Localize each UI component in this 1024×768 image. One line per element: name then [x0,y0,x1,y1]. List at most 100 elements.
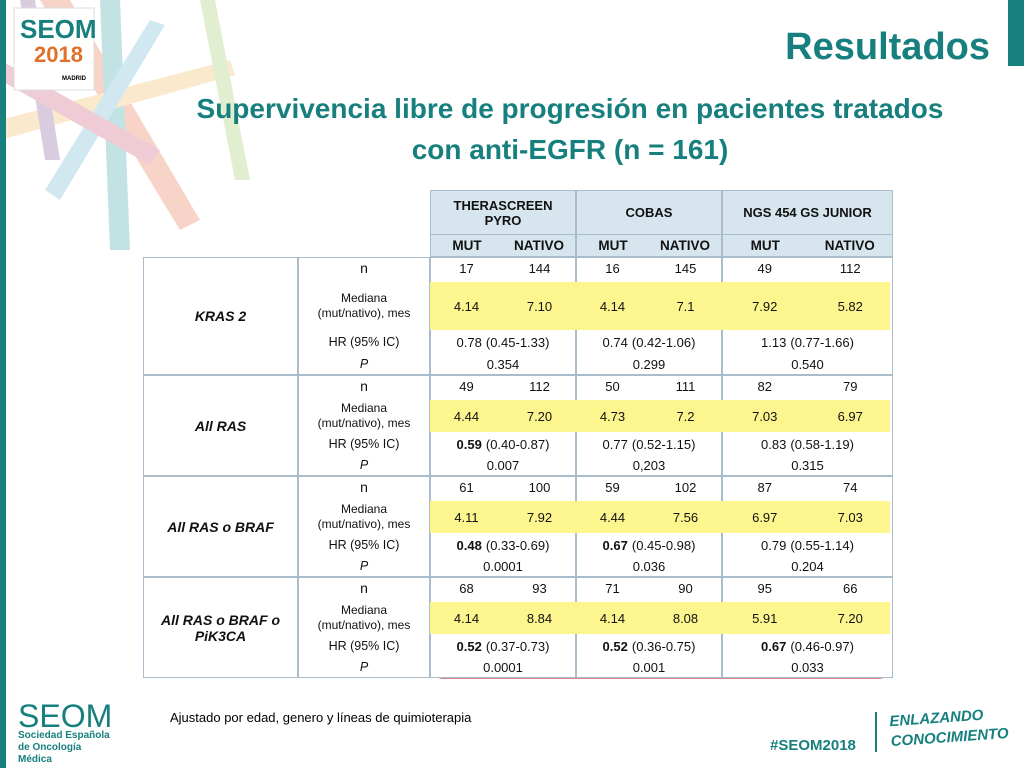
median-value: 4.14 [599,610,626,626]
row-label: n [360,479,368,495]
p-value: 0.315 [791,458,824,473]
cell-text: 0.83 [761,437,787,452]
n-value: 50 [605,379,620,394]
row-label: HR (95% IC) [328,437,400,451]
row-label: n [360,378,368,394]
cell-text: 0.79 [761,538,787,553]
median-value: 7.92 [526,509,553,525]
cell-text: (0.55-1.14) [790,538,854,553]
cell-text: (0.40-0.87) [485,437,550,452]
cell-text: (0.45-1.33) [485,335,550,350]
n-value: 74 [843,480,858,495]
n-value: 145 [674,261,697,276]
row-label: P [359,458,369,472]
footer-org-full: Sociedad Española de Oncología Médica [18,730,110,765]
median-value: 4.11 [454,509,479,525]
group-header: COBAS [576,190,722,235]
median-value: 7.03 [752,408,778,424]
cell-text: (0.33-0.69) [485,538,550,553]
cell-text: (0.45-0.98) [631,538,696,553]
median-value: 7.20 [526,408,553,424]
row-label: HR (95% IC) [328,538,400,552]
n-value: 68 [459,581,474,596]
p-value: 0.033 [791,660,824,675]
cell-text: 0.52 [456,639,482,654]
cell-text: 0.78 [456,335,482,350]
hr-value: 1.13 (0.77-1.66) [722,332,893,353]
median-value: 6.97 [837,408,863,424]
n-value: 111 [675,379,696,394]
p-value: 0.036 [632,559,666,574]
hr-value: 0.52 (0.37-0.73) [430,636,576,657]
cell-text: 0.74 [602,335,628,350]
n-value: 100 [528,480,551,495]
hr-value: 0.59 (0.40-0.87) [430,434,576,455]
p-value: 0.354 [486,356,520,372]
n-value: 112 [529,379,550,394]
hr-value: 0.79 (0.55-1.14) [722,535,893,556]
p-value: 0,203 [632,458,666,473]
hr-value: 0.74 (0.42-1.06) [576,332,722,353]
sub-header: MUT [722,235,808,257]
p-value: 0.204 [791,559,824,574]
cell-text: (0.36-0.75) [631,639,696,654]
row-label-cell [298,375,430,476]
median-value: 4.14 [599,298,626,314]
logo-city: MADRID [62,76,86,82]
median-value: 5.82 [837,298,863,314]
median-value: 4.44 [453,408,480,424]
median-value: 7.2 [676,408,695,424]
n-value: 102 [674,480,697,495]
row-label: Mediana (mut/nativo), mes [317,603,411,632]
row-label: P [359,559,369,573]
n-value: 82 [757,379,772,394]
sub-header: NATIVO [649,235,722,257]
cell-text: 0.67 [602,538,628,553]
n-value: 16 [605,261,620,276]
median-value: 7.92 [752,298,778,314]
p-value: 0.001 [632,660,666,675]
median-highlight [430,602,890,634]
section-label: All RAS [143,375,298,476]
n-value: 17 [459,261,474,276]
median-value: 7.1 [676,298,695,314]
median-value: 8.84 [526,610,553,626]
hr-value: 0.67 (0.45-0.98) [576,535,722,556]
row-label: n [360,260,368,276]
sub-header: MUT [576,235,649,257]
footer-org: SEOM [18,698,113,734]
cell-text: (0.58-1.19) [790,437,854,452]
median-highlight [430,501,890,533]
group-header: THERASCREEN PYRO [430,190,576,235]
hr-value: 0.67 (0.46-0.97) [722,636,893,657]
median-value: 8.08 [672,610,699,626]
n-value: 87 [757,480,772,495]
median-value: 4.14 [453,298,480,314]
cell-text: (0.37-0.73) [485,639,550,654]
row-label: P [359,356,369,371]
sub-header: NATIVO [807,235,893,257]
median-value: 4.73 [599,408,626,424]
row-label: n [360,580,368,596]
subtitle: Supervivencia libre de progresión en pac… [196,93,944,165]
median-highlight [430,282,890,330]
cell-text: 1.13 [761,335,787,350]
cell-text: 0.67 [761,639,787,654]
logo-word: SEOM [20,14,97,44]
hr-value: 0.52 (0.36-0.75) [576,636,722,657]
hashtag: #SEOM2018 [770,737,856,754]
footnote: Ajustado por edad, genero y líneas de qu… [170,710,472,725]
n-value: 79 [843,379,858,394]
group-header: NGS 454 GS JUNIOR [722,190,893,235]
cell-text: (0.46-0.97) [790,639,854,654]
slogan: ENLAZANDO CONOCIMIENTO [888,706,1010,751]
row-label-cell [298,257,430,375]
section-label: KRAS 2 [143,257,298,375]
n-value: 71 [605,581,620,596]
row-label: HR (95% IC) [328,335,400,349]
hr-value: 0.78 (0.45-1.33) [430,332,576,353]
hr-value: 0.48 (0.33-0.69) [430,535,576,556]
